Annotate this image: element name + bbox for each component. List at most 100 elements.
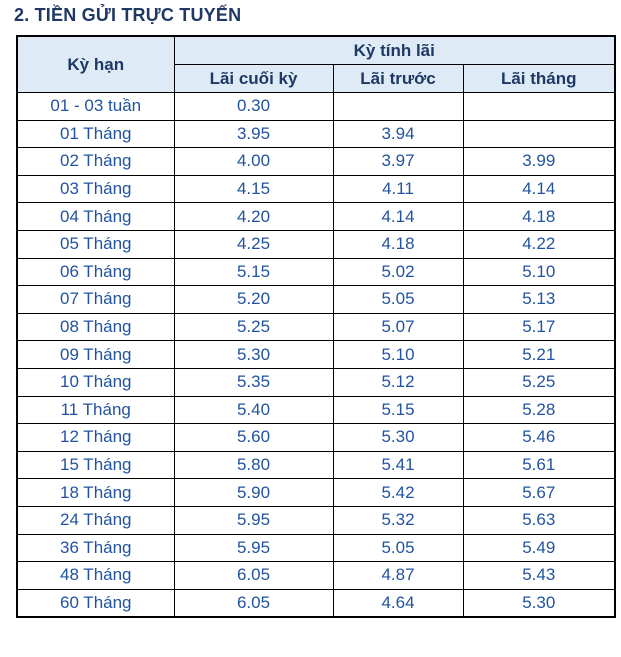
header-row-sub: Lãi cuối kỳ Lãi trước Lãi tháng [17, 64, 616, 93]
rate-prepaid-cell: 5.05 [332, 285, 464, 314]
rate-prepaid-cell: 4.18 [332, 229, 464, 259]
table-row: 03 Tháng 4.15 4.11 4.14 [16, 174, 616, 204]
term-cell: 04 Tháng [16, 202, 175, 231]
rate-end-of-term-cell: 5.90 [173, 478, 334, 507]
rate-end-of-term-cell: 5.20 [173, 285, 334, 314]
rate-monthly-cell: 5.10 [462, 257, 616, 287]
table-row: 07 Tháng 5.20 5.05 5.13 [16, 285, 616, 314]
table-row: 05 Tháng 4.25 4.18 4.22 [16, 229, 616, 259]
table-row: 04 Tháng 4.20 4.14 4.18 [16, 202, 616, 231]
term-cell: 06 Tháng [16, 257, 175, 287]
rate-prepaid-cell: 3.94 [332, 119, 464, 149]
rate-monthly-cell: 3.99 [462, 147, 616, 176]
rate-monthly-cell: 4.22 [462, 229, 616, 259]
rate-end-of-term-cell: 5.25 [173, 312, 334, 342]
term-cell: 11 Tháng [16, 395, 175, 425]
rate-prepaid-cell: 5.30 [332, 423, 464, 452]
rate-monthly-cell: 5.67 [462, 478, 616, 507]
rate-prepaid-cell: 5.15 [332, 395, 464, 425]
rate-prepaid-cell: 5.02 [332, 257, 464, 287]
term-cell: 01 Tháng [16, 119, 175, 149]
rate-end-of-term-cell: 5.95 [173, 505, 334, 535]
rate-monthly-cell: 5.28 [462, 395, 616, 425]
rate-prepaid-cell: 4.64 [332, 588, 464, 618]
table-row: 36 Tháng 5.95 5.05 5.49 [16, 533, 616, 563]
term-cell: 18 Tháng [16, 478, 175, 507]
rate-end-of-term-cell: 0.30 [173, 92, 334, 121]
rate-monthly-cell: 5.46 [462, 423, 616, 452]
term-cell: 24 Tháng [16, 505, 175, 535]
term-cell: 15 Tháng [16, 450, 175, 480]
rate-prepaid-cell: 4.14 [332, 202, 464, 231]
rate-prepaid-cell: 5.41 [332, 450, 464, 480]
table-row: 01 - 03 tuần 0.30 [16, 92, 616, 121]
rate-monthly-cell: 5.30 [462, 588, 616, 618]
rate-table-body: 01 - 03 tuần 0.30 01 Tháng 3.95 3.94 02 Tháng… [16, 92, 616, 618]
rate-prepaid-cell: 5.10 [332, 340, 464, 369]
rate-monthly-cell: 5.21 [462, 340, 616, 369]
table-row: 01 Tháng 3.95 3.94 [16, 119, 616, 149]
table-row: 18 Tháng 5.90 5.42 5.67 [16, 478, 616, 507]
term-cell: 36 Tháng [16, 533, 175, 563]
rate-prepaid-cell: 4.87 [332, 561, 464, 590]
column-header-end-of-term: Lãi cuối kỳ [173, 64, 334, 93]
table-row: 06 Tháng 5.15 5.02 5.10 [16, 257, 616, 287]
table-row: 08 Tháng 5.25 5.07 5.17 [16, 312, 616, 342]
column-header-prepaid: Lãi trước [332, 64, 464, 93]
table-row: 09 Tháng 5.30 5.10 5.21 [16, 340, 616, 369]
rate-monthly-cell: 5.61 [462, 450, 616, 480]
table-row: 02 Tháng 4.00 3.97 3.99 [16, 147, 616, 176]
rate-end-of-term-cell: 5.15 [173, 257, 334, 287]
rate-end-of-term-cell: 3.95 [173, 119, 334, 149]
rate-end-of-term-cell: 5.40 [173, 395, 334, 425]
term-cell: 09 Tháng [16, 340, 175, 369]
term-cell: 02 Tháng [16, 147, 175, 176]
table-row: 12 Tháng 5.60 5.30 5.46 [16, 423, 616, 452]
rate-prepaid-cell: 5.42 [332, 478, 464, 507]
rate-monthly-cell: 4.18 [462, 202, 616, 231]
header-row-group: Kỳ hạn Kỳ tính lãi [16, 35, 616, 93]
rate-monthly-cell: 5.43 [462, 561, 616, 590]
rate-monthly-cell: 5.49 [462, 533, 616, 563]
rate-end-of-term-cell: 4.20 [173, 202, 334, 231]
term-cell: 07 Tháng [16, 285, 175, 314]
table-header: Kỳ hạn Kỳ tính lãi Lãi cuối kỳ Lãi trước… [16, 35, 616, 93]
term-cell: 10 Tháng [16, 367, 175, 397]
rate-end-of-term-cell: 5.30 [173, 340, 334, 369]
rate-prepaid-cell: 5.05 [332, 533, 464, 563]
table-row: 60 Tháng 6.05 4.64 5.30 [16, 588, 616, 618]
rate-end-of-term-cell: 4.25 [173, 229, 334, 259]
table-row: 10 Tháng 5.35 5.12 5.25 [16, 367, 616, 397]
term-cell: 12 Tháng [16, 423, 175, 452]
rate-monthly-cell [462, 119, 616, 149]
rate-prepaid-cell: 5.32 [332, 505, 464, 535]
rate-end-of-term-cell: 5.95 [173, 533, 334, 563]
term-cell: 01 - 03 tuần [16, 92, 175, 121]
page: 2. TIỀN GỬI TRỰC TUYẾN Kỳ hạn Kỳ tính lã… [14, 5, 616, 619]
rate-end-of-term-cell: 5.35 [173, 367, 334, 397]
rate-prepaid-cell: 3.97 [332, 147, 464, 176]
column-header-term: Kỳ hạn [16, 35, 175, 93]
term-cell: 05 Tháng [16, 229, 175, 259]
table-row: 11 Tháng 5.40 5.15 5.28 [16, 395, 616, 425]
rate-prepaid-cell [332, 92, 464, 121]
table-row: 15 Tháng 5.80 5.41 5.61 [16, 450, 616, 480]
term-cell: 48 Tháng [16, 561, 175, 590]
column-header-monthly: Lãi tháng [462, 64, 616, 93]
rate-monthly-cell [462, 92, 616, 121]
term-cell: 03 Tháng [16, 174, 175, 204]
table-row: 24 Tháng 5.95 5.32 5.63 [16, 505, 616, 535]
rate-monthly-cell: 5.17 [462, 312, 616, 342]
rate-monthly-cell: 5.63 [462, 505, 616, 535]
rate-monthly-cell: 4.14 [462, 174, 616, 204]
rate-prepaid-cell: 5.12 [332, 367, 464, 397]
rate-end-of-term-cell: 5.80 [173, 450, 334, 480]
term-cell: 08 Tháng [16, 312, 175, 342]
rate-end-of-term-cell: 4.15 [173, 174, 334, 204]
term-cell: 60 Tháng [16, 588, 175, 618]
rate-end-of-term-cell: 5.60 [173, 423, 334, 452]
rate-end-of-term-cell: 4.00 [173, 147, 334, 176]
table-row: 48 Tháng 6.05 4.87 5.43 [16, 561, 616, 590]
rate-end-of-term-cell: 6.05 [173, 588, 334, 618]
rate-monthly-cell: 5.13 [462, 285, 616, 314]
